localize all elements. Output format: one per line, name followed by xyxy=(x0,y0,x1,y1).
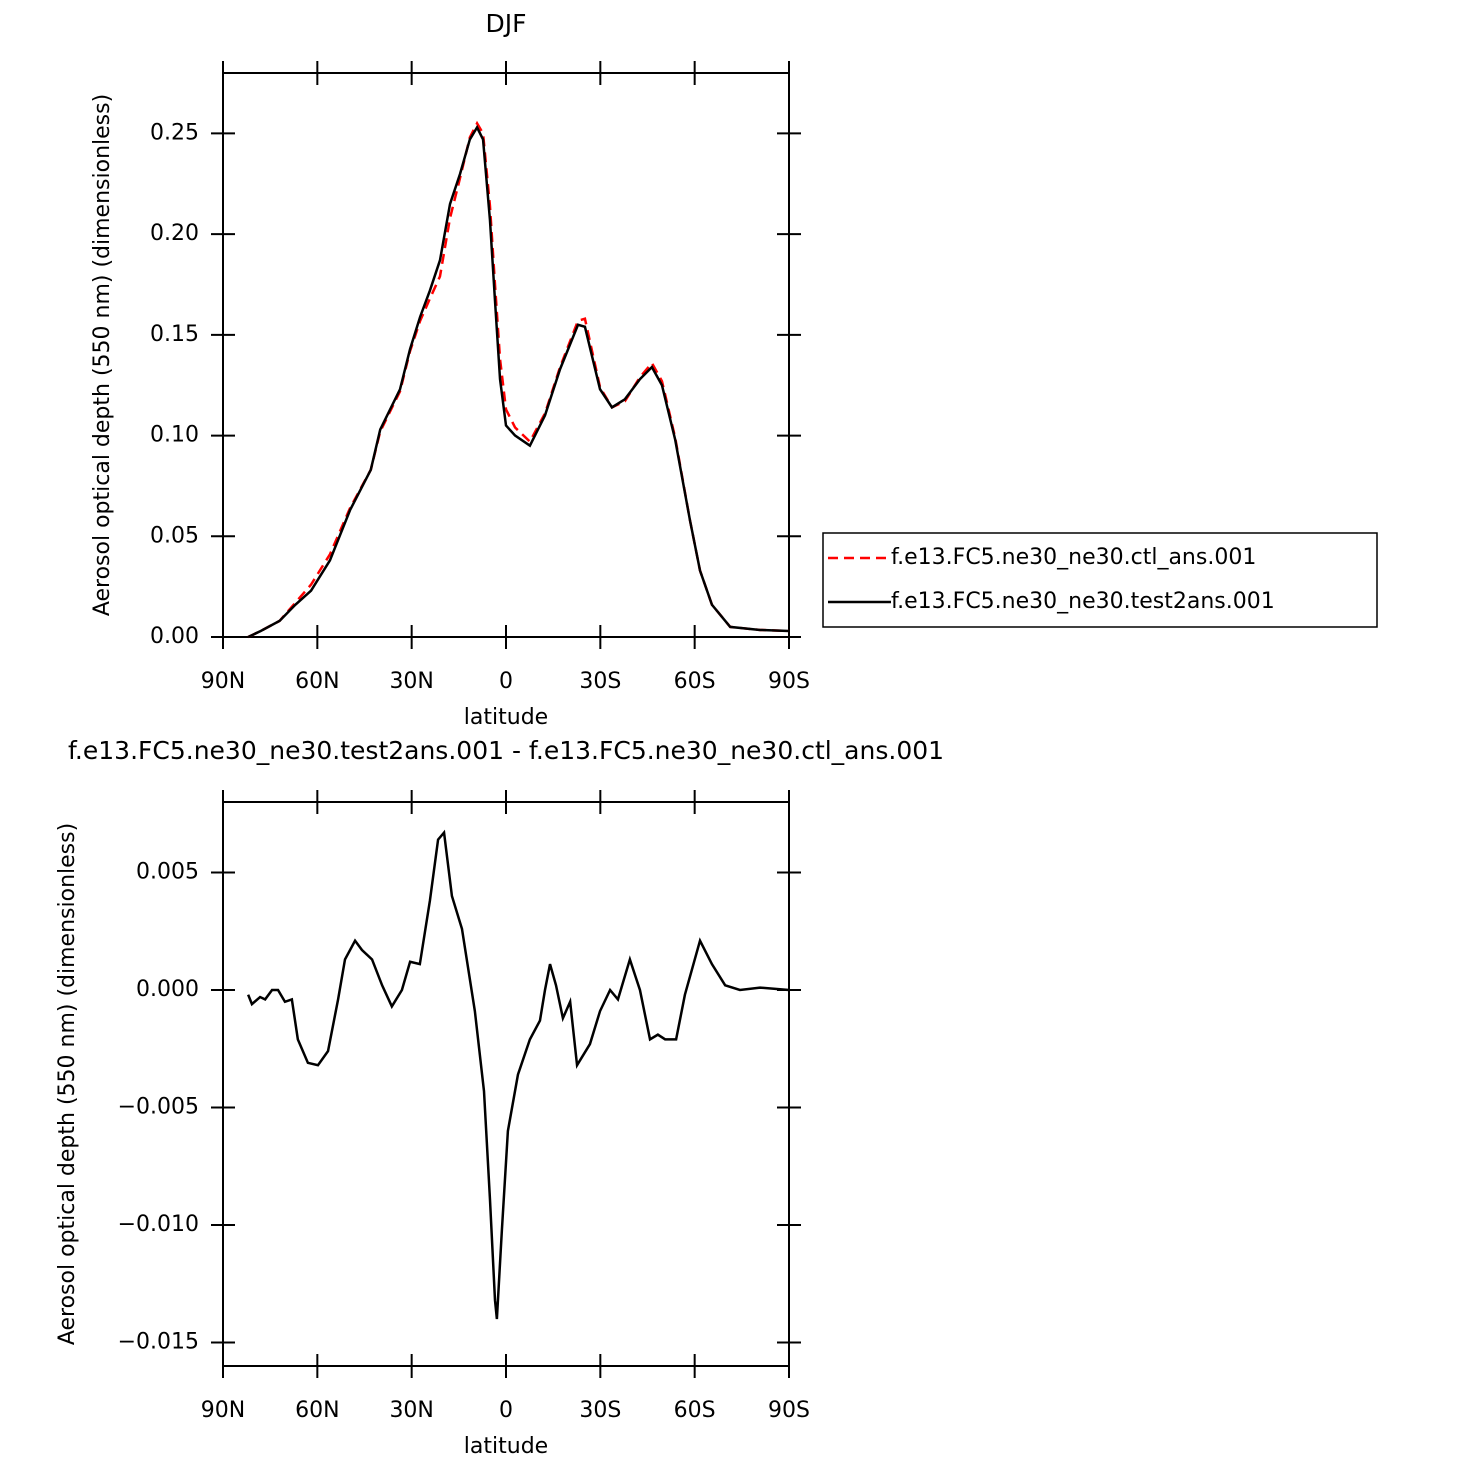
series-line xyxy=(247,124,790,639)
y-tick-label: 0.25 xyxy=(150,120,199,145)
y-tick-label: −0.005 xyxy=(118,1095,199,1120)
series-line xyxy=(246,829,790,1320)
plot-frame xyxy=(222,801,790,1367)
x-tick-label: 60N xyxy=(295,669,339,694)
x-tick-label: 90N xyxy=(201,1398,245,1423)
x-tick-label: 60S xyxy=(674,669,716,694)
y-tick-label: −0.010 xyxy=(118,1212,199,1237)
x-tick-label: 30N xyxy=(389,669,433,694)
y-tick-label: 0.005 xyxy=(136,860,199,885)
x-tick-label: 30N xyxy=(389,1398,433,1423)
legend-box xyxy=(822,532,1378,628)
x-tick-label: 30S xyxy=(579,669,621,694)
plot-frame xyxy=(222,72,790,638)
x-tick-label: 90S xyxy=(768,669,810,694)
x-tick-label: 0 xyxy=(499,1398,513,1423)
legend-label: f.e13.FC5.ne30_ne30.test2ans.001 xyxy=(891,589,1275,614)
y-tick-label: 0.10 xyxy=(150,423,199,448)
y-tick-label: 0.05 xyxy=(150,523,199,548)
y-tick-label: −0.015 xyxy=(118,1330,199,1355)
x-tick-label: 60S xyxy=(674,1398,716,1423)
x-tick-label: 30S xyxy=(579,1398,621,1423)
x-axis-label: latitude xyxy=(464,1434,548,1459)
y-axis-label: Aerosol optical depth (550 nm) (dimensio… xyxy=(90,94,115,616)
x-tick-label: 0 xyxy=(499,669,513,694)
x-axis-label: latitude xyxy=(464,705,548,730)
y-axis-label: Aerosol optical depth (550 nm) (dimensio… xyxy=(55,823,80,1345)
chart-title: f.e13.FC5.ne30_ne30.test2ans.001 - f.e13… xyxy=(68,736,944,765)
x-tick-label: 90N xyxy=(201,669,245,694)
x-tick-label: 60N xyxy=(295,1398,339,1423)
y-tick-label: 0.00 xyxy=(150,624,199,649)
legend-label: f.e13.FC5.ne30_ne30.ctl_ans.001 xyxy=(891,545,1256,570)
y-tick-label: 0.20 xyxy=(150,221,199,246)
x-tick-label: 90S xyxy=(768,1398,810,1423)
y-tick-label: 0.000 xyxy=(136,977,199,1002)
chart-title: DJF xyxy=(485,9,526,38)
y-tick-label: 0.15 xyxy=(150,322,199,347)
